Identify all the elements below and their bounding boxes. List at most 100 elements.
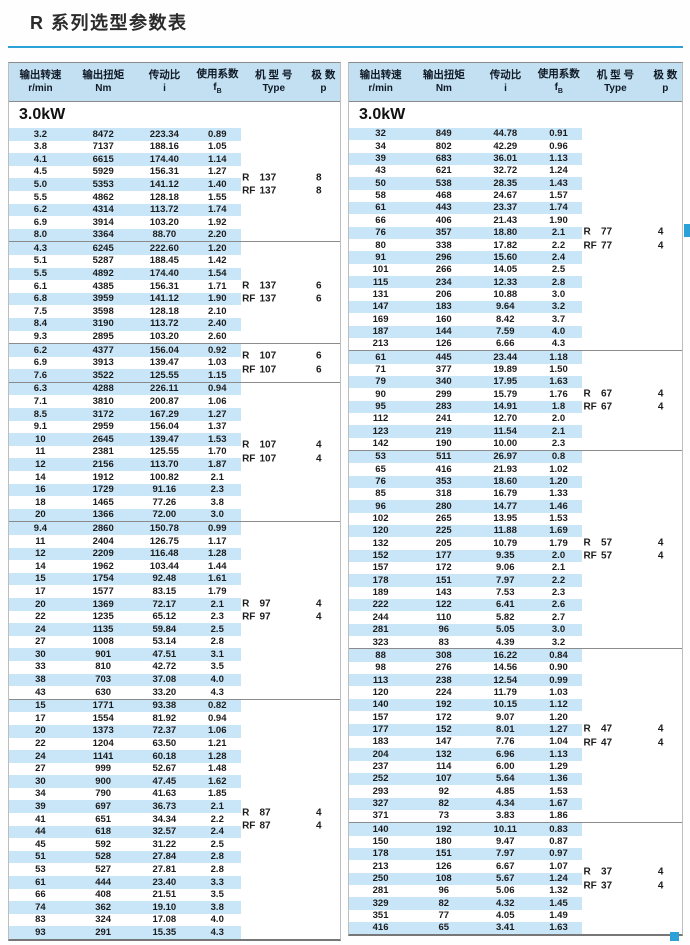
cell-torque: 180 xyxy=(435,836,452,848)
table-row: 95 283 14.91 1.8 xyxy=(349,400,583,413)
cell-ratio: 141.12 xyxy=(149,178,179,190)
cell-ratio: 222.60 xyxy=(149,242,179,254)
cell-torque: 528 xyxy=(95,851,112,863)
cell-torque: 205 xyxy=(435,537,452,549)
header-output-speed: 输出转速 r/min xyxy=(349,69,412,95)
cell-ratio: 103.20 xyxy=(149,331,179,343)
cell-speed: 112 xyxy=(372,413,389,425)
table-row: 5.5 4892 174.40 1.54 xyxy=(9,267,241,281)
param-block: 4.3 6245 222.60 1.20 5.1 5287 188.45 1.42 5.5 489… xyxy=(9,242,340,345)
table-row: 131 206 10.88 3.0 xyxy=(349,288,582,300)
cell-fb: 1.44 xyxy=(208,560,227,572)
table-row: 189 143 7.53 2.3 xyxy=(349,587,582,599)
model-number: 57 xyxy=(601,550,613,562)
table-body: 3.2 8472 223.34 0.89 3.8 7137 188.16 1.05 4.1 661… xyxy=(9,128,340,939)
cell-ratio: 42.29 xyxy=(493,140,518,152)
table-row: 15 1754 92.48 1.61 xyxy=(9,572,241,586)
cell-ratio: 4.32 xyxy=(496,897,515,909)
cell-ratio: 27.81 xyxy=(152,863,177,875)
cell-torque: 697 xyxy=(95,801,112,813)
cell-speed: 9.4 xyxy=(33,522,47,534)
cell-ratio: 6.67 xyxy=(496,860,515,872)
cell-fb: 2.8 xyxy=(551,276,566,288)
cell-ratio: 8.01 xyxy=(496,723,515,735)
type-column: R 107 6 RF 107 6 xyxy=(234,349,340,376)
cell-speed: 15 xyxy=(35,573,46,585)
cell-ratio: 226.11 xyxy=(150,383,179,395)
cell-speed: 96 xyxy=(375,500,386,512)
cell-speed: 7.1 xyxy=(33,396,47,408)
cell-torque: 3810 xyxy=(92,396,114,408)
cell-fb: 4.0 xyxy=(551,325,566,337)
cell-speed: 416 xyxy=(372,922,389,934)
type-column: R 107 4 RF 107 4 xyxy=(234,439,340,466)
cell-ratio: 92.48 xyxy=(152,573,177,585)
cell-speed: 34 xyxy=(35,788,46,800)
table-row: 327 82 4.34 1.67 xyxy=(349,797,583,810)
cell-torque: 151 xyxy=(435,574,452,586)
cell-ratio: 126.75 xyxy=(149,535,179,547)
cell-ratio: 72.00 xyxy=(152,509,177,521)
model-number: 37 xyxy=(601,880,613,892)
header-output-torque: 输出扭矩 Nm xyxy=(72,69,135,95)
header-unit-label: i xyxy=(504,83,507,95)
cell-torque: 592 xyxy=(95,838,112,850)
cell-ratio: 9.06 xyxy=(496,562,515,574)
table-row: 6.9 3913 139.47 1.03 xyxy=(9,357,241,370)
cell-speed: 24 xyxy=(35,750,46,762)
param-block: 6.3 4288 226.11 0.94 7.1 3810 200.87 1.06 8.5 317… xyxy=(9,382,340,523)
cell-speed: 71 xyxy=(375,363,386,375)
cell-ratio: 44.78 xyxy=(493,128,518,140)
table-row: 178 151 7.97 2.2 xyxy=(349,574,583,587)
header-unit-label: r/min xyxy=(28,83,53,95)
cell-torque: 703 xyxy=(95,674,112,686)
cell-fb: 2.7 xyxy=(551,611,566,623)
cell-fb: 1.62 xyxy=(208,775,227,787)
table-row: 66 408 21.51 3.5 xyxy=(9,889,241,902)
cell-speed: 80 xyxy=(375,239,386,251)
pole-count: 4 xyxy=(657,401,664,413)
cell-speed: 102 xyxy=(372,513,389,525)
pole-count: 8 xyxy=(316,172,322,184)
table-row: 18 1465 77.26 3.8 xyxy=(9,496,241,509)
cell-fb: 1.27 xyxy=(549,723,568,735)
cell-speed: 14 xyxy=(35,471,46,483)
cell-ratio: 188.45 xyxy=(149,255,179,267)
cell-fb: 1.57 xyxy=(549,190,568,202)
cell-ratio: 156.04 xyxy=(149,421,179,433)
cell-fb: 2.1 xyxy=(551,425,566,437)
cell-torque: 96 xyxy=(438,624,450,636)
cell-ratio: 21.93 xyxy=(493,463,518,475)
table-row: 323 83 4.39 3.2 xyxy=(349,636,582,648)
cell-torque: 4385 xyxy=(92,280,114,292)
cell-speed: 34 xyxy=(375,140,386,152)
cell-speed: 88 xyxy=(375,649,386,661)
cell-fb: 2.0 xyxy=(551,550,566,562)
cell-ratio: 52.67 xyxy=(152,763,177,775)
table-row: 33 810 42.72 3.5 xyxy=(9,661,241,674)
cell-torque: 114 xyxy=(436,760,452,772)
cell-speed: 252 xyxy=(372,773,389,785)
cell-ratio: 188.16 xyxy=(149,141,179,153)
cell-torque: 234 xyxy=(435,276,452,288)
header-unit-label: p xyxy=(662,83,669,95)
cell-ratio: 3.41 xyxy=(496,922,515,934)
cell-torque: 445 xyxy=(435,351,452,363)
table-row: 83 324 17.08 4.0 xyxy=(9,914,241,927)
cell-ratio: 8.42 xyxy=(496,313,515,325)
table-row: 213 126 6.67 1.07 xyxy=(349,860,582,872)
table-row: 102 265 13.95 1.53 xyxy=(349,513,582,525)
cell-fb: 1.46 xyxy=(549,500,568,512)
header-cn-label: 机 型 号 xyxy=(255,69,293,82)
cell-speed: 293 xyxy=(372,785,389,797)
table-row: 58 468 24.67 1.57 xyxy=(349,190,582,202)
header-cn-label: 使用系数 xyxy=(196,67,239,80)
parameter-table-left: 输出转速 r/min 输出扭矩 Nm 传动比 i 使用系数 fB 机 型 号 T… xyxy=(8,62,341,941)
cell-fb: 1.28 xyxy=(208,548,227,560)
cell-torque: 265 xyxy=(435,513,452,525)
table-row: 15 1771 93.38 0.82 xyxy=(9,699,241,713)
title-underline-rule xyxy=(8,46,683,48)
type-column: R 77 4 RF 77 4 xyxy=(575,226,682,253)
cell-fb: 3.2 xyxy=(551,636,566,648)
cell-torque: 152 xyxy=(435,723,452,735)
